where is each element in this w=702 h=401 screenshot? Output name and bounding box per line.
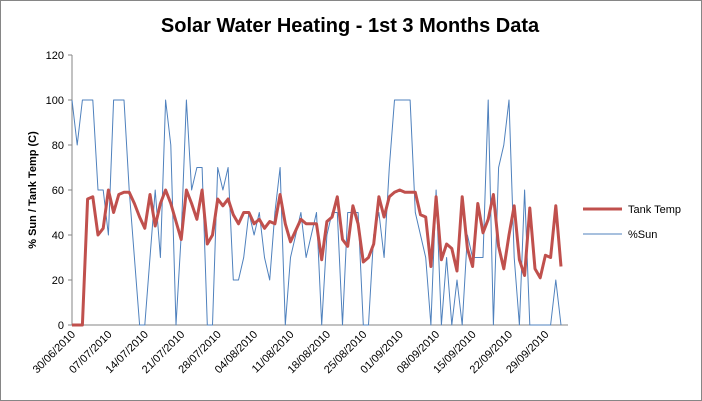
- y-tick-label: 80: [52, 140, 64, 152]
- legend-label: %Sun: [628, 229, 657, 241]
- legend-label: Tank Temp: [628, 204, 681, 216]
- y-axis-label: % Sun / Tank Temp (C): [27, 131, 39, 249]
- y-tick-label: 60: [52, 185, 64, 197]
- y-tick-label: 120: [46, 50, 64, 62]
- y-tick-label: 0: [58, 320, 64, 332]
- chart-title: Solar Water Heating - 1st 3 Months Data: [161, 15, 540, 37]
- y-tick-label: 20: [52, 275, 64, 287]
- y-tick-label: 40: [52, 230, 64, 242]
- y-tick-label: 100: [46, 95, 64, 107]
- series-line: [72, 188, 563, 327]
